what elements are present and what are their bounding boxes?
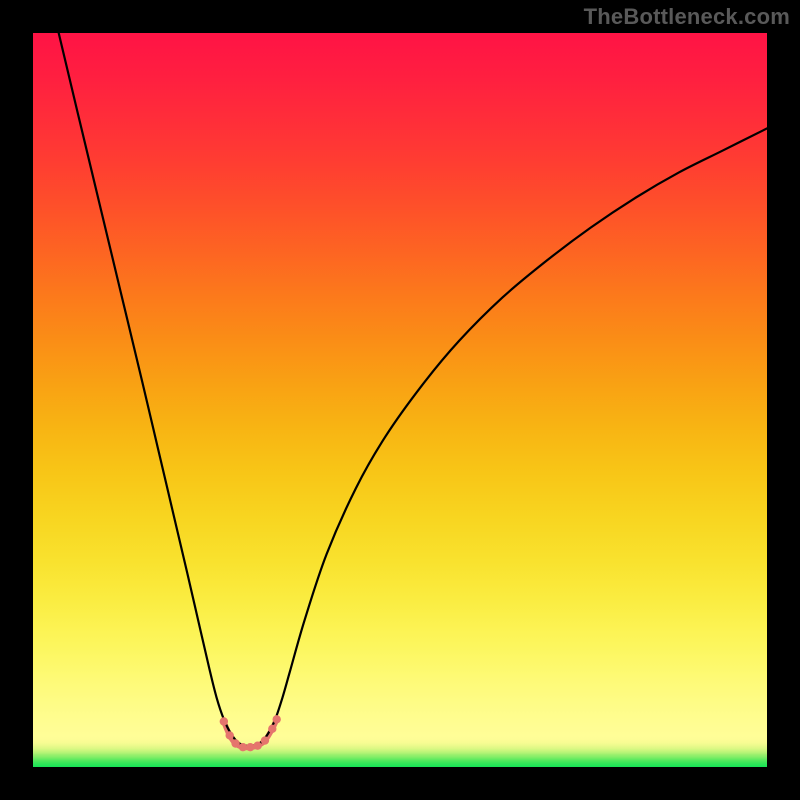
critical-marker (246, 743, 254, 751)
critical-marker (226, 731, 234, 739)
figure-root: TheBottleneck.com (0, 0, 800, 800)
critical-marker (253, 742, 261, 750)
critical-marker (268, 725, 276, 733)
critical-marker (239, 743, 247, 751)
critical-marker (261, 736, 269, 744)
plot-area (33, 33, 767, 767)
chart-svg (0, 0, 800, 800)
critical-marker (272, 715, 280, 723)
critical-marker (231, 739, 239, 747)
critical-marker (220, 717, 228, 725)
watermark-text: TheBottleneck.com (584, 4, 790, 30)
